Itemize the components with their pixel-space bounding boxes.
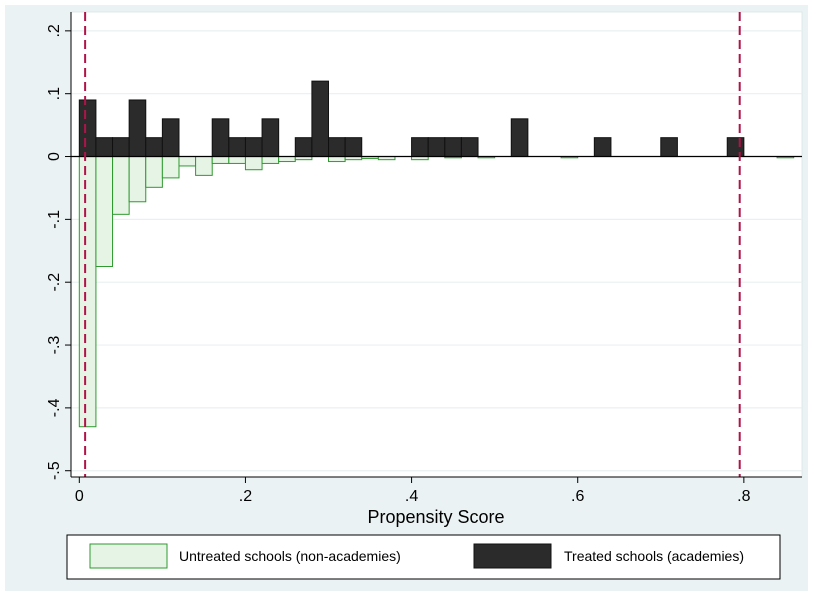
treated-bar-15 — [427, 137, 446, 158]
untreated-bar-14 — [328, 156, 346, 163]
chart-frame: .2 .1 0 -.1 -.2 -.3 -.4 -.5 0 .2 .4 .6 .8 Propensit… — [5, 5, 808, 591]
treated-bar-6 — [211, 118, 230, 158]
treated-bar-14 — [411, 137, 429, 158]
x-tick-label-0: 0 — [75, 488, 84, 505]
y-tick-label-1: .1 — [46, 87, 63, 100]
y-axis-ticks: .2 .1 0 -.1 -.2 -.3 -.4 -.5 — [46, 24, 71, 480]
treated-bar-9 — [261, 118, 280, 158]
treated-bar-20 — [660, 137, 678, 158]
x-tick-label-2: .4 — [405, 488, 418, 505]
untreated-bar-2 — [112, 156, 130, 215]
treated-bar-11 — [311, 80, 330, 158]
treated-bar-4 — [145, 137, 163, 158]
x-tick-label-1: .2 — [239, 488, 252, 505]
treated-bar-18 — [510, 118, 529, 158]
x-tick-label-4: .8 — [737, 488, 750, 505]
treated-bar-8 — [244, 137, 263, 158]
untreated-bars — [78, 156, 795, 428]
untreated-bar-0 — [78, 156, 97, 428]
y-tick-label-4: -.2 — [46, 273, 63, 292]
treated-bar-1 — [95, 137, 114, 158]
legend-swatch-untreated — [89, 543, 168, 569]
treated-bars — [78, 80, 745, 158]
y-tick-label-2: 0 — [46, 152, 63, 161]
untreated-bar-4 — [145, 156, 163, 188]
y-tick-label-0: .2 — [46, 24, 63, 37]
treated-bar-13 — [344, 137, 363, 158]
reference-lines — [84, 12, 741, 477]
treated-bar-16 — [444, 137, 462, 158]
treated-bar-21 — [726, 137, 745, 158]
treated-bar-0 — [78, 99, 97, 158]
treated-bar-5 — [161, 118, 180, 158]
untreated-bar-7 — [195, 156, 213, 176]
untreated-bar-8 — [211, 156, 230, 164]
plot-area — [70, 11, 803, 478]
untreated-bar-1 — [95, 156, 114, 267]
x-axis-title: Propensity Score — [367, 507, 504, 527]
untreated-bar-11 — [261, 156, 280, 164]
y-tick-label-5: -.3 — [46, 336, 63, 355]
chart: .2 .1 0 -.1 -.2 -.3 -.4 -.5 0 .2 .4 .6 .8 Propensit… — [46, 11, 803, 580]
legend-label-treated: Treated schools (academies) — [564, 548, 744, 564]
y-tick-label-3: -.1 — [46, 210, 63, 229]
treated-bar-12 — [328, 137, 346, 158]
treated-bar-7 — [228, 137, 246, 158]
treated-bar-3 — [128, 99, 147, 158]
y-tick-label-7: -.5 — [46, 461, 63, 480]
treated-bar-10 — [294, 137, 313, 158]
treated-bar-17 — [460, 137, 479, 158]
treated-bar-2 — [112, 137, 130, 158]
x-tick-label-3: .6 — [571, 488, 584, 505]
untreated-bar-12 — [278, 156, 296, 163]
x-axis-ticks: 0 .2 .4 .6 .8 — [75, 477, 751, 505]
treated-bar-19 — [593, 137, 612, 158]
legend-label-untreated: Untreated schools (non-academies) — [179, 548, 401, 564]
legend-swatch-treated — [473, 543, 552, 569]
untreated-bar-3 — [128, 156, 147, 203]
untreated-bar-5 — [161, 156, 180, 179]
untreated-bar-6 — [178, 156, 197, 167]
untreated-bar-10 — [244, 156, 263, 171]
y-tick-label-6: -.4 — [46, 398, 63, 417]
legend: Untreated schools (non-academies) Treate… — [66, 534, 781, 580]
legend-box — [66, 534, 781, 580]
untreated-bar-9 — [228, 156, 246, 164]
